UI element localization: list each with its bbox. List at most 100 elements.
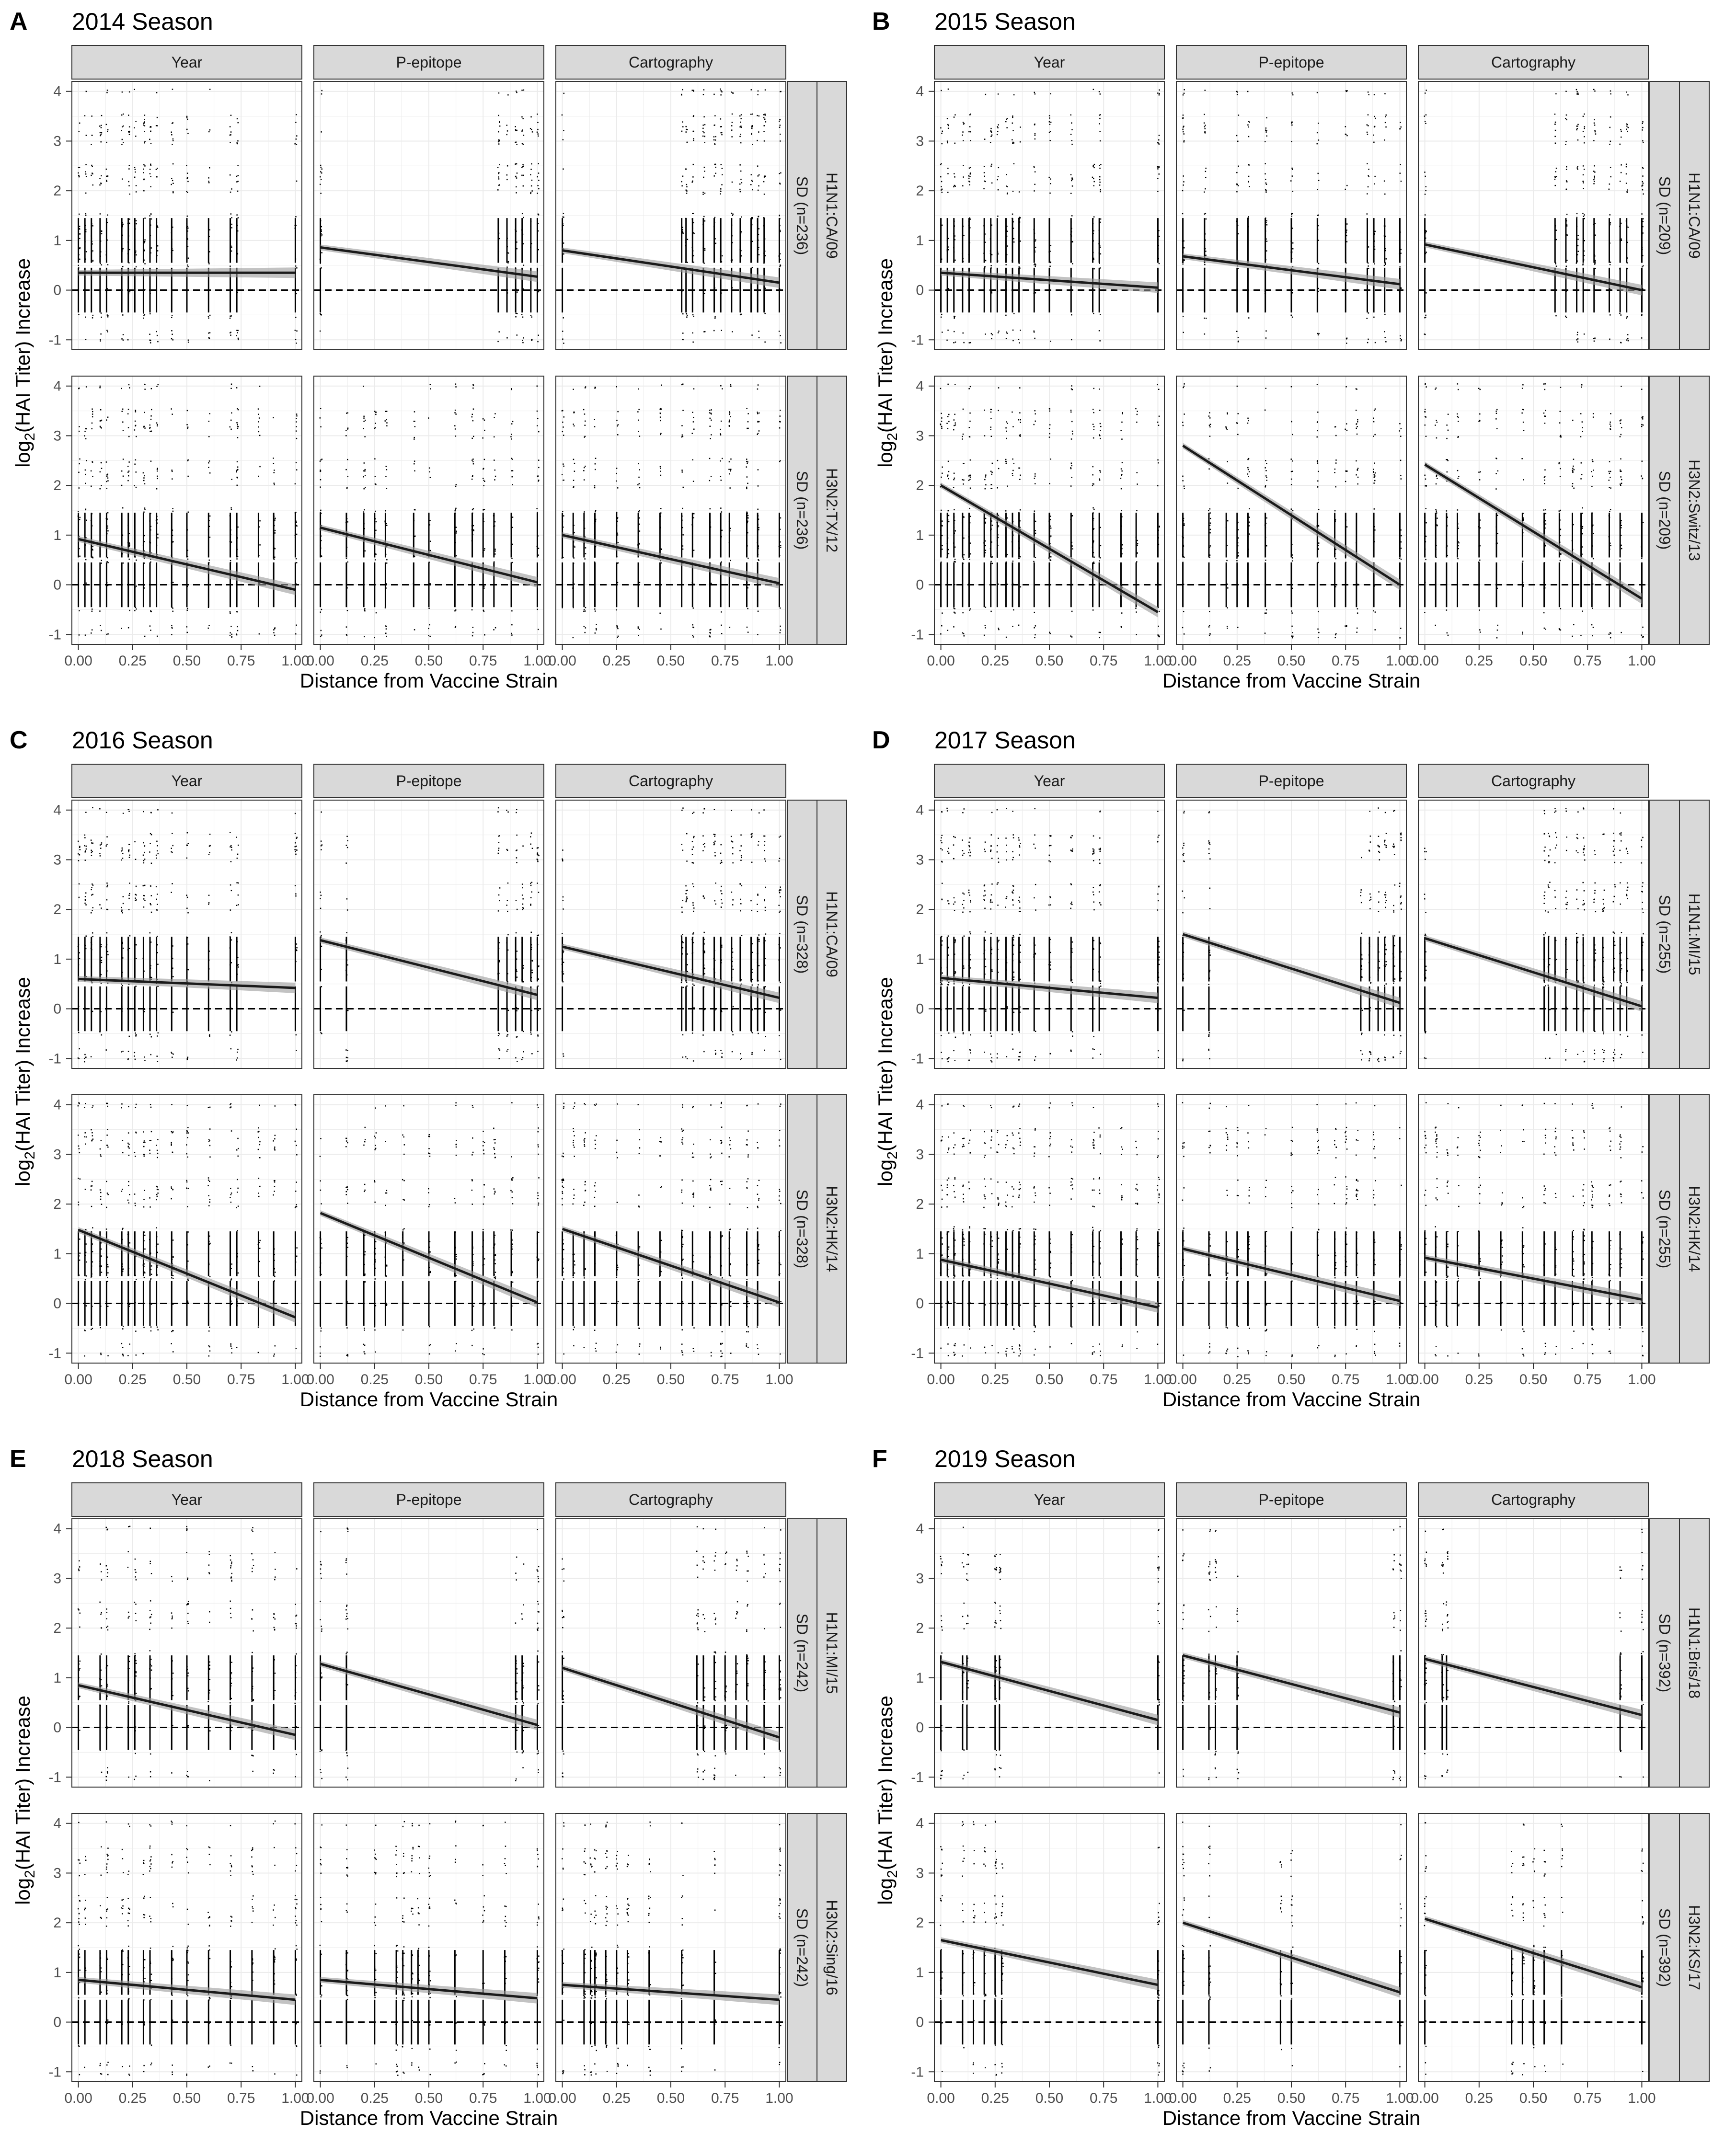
data-point bbox=[273, 417, 274, 419]
data-point bbox=[780, 410, 781, 411]
data-point bbox=[512, 421, 514, 423]
data-point bbox=[1157, 166, 1158, 168]
data-point bbox=[143, 315, 145, 316]
data-point bbox=[1070, 438, 1072, 440]
data-point bbox=[207, 627, 209, 629]
data-point bbox=[149, 138, 150, 140]
data-point bbox=[1205, 167, 1207, 169]
data-point bbox=[1205, 318, 1207, 319]
data-point bbox=[1248, 216, 1249, 218]
data-point bbox=[1035, 413, 1036, 415]
data-point bbox=[1346, 235, 1347, 237]
data-point bbox=[187, 608, 188, 609]
data-point bbox=[522, 340, 523, 341]
data-point bbox=[758, 518, 759, 520]
data-point bbox=[171, 134, 172, 136]
data-point bbox=[364, 436, 366, 437]
data-point bbox=[1291, 122, 1292, 124]
data-point bbox=[414, 460, 415, 462]
data-point bbox=[1593, 340, 1595, 342]
data-point bbox=[1496, 428, 1498, 429]
data-point bbox=[1577, 126, 1578, 127]
data-point bbox=[1208, 625, 1210, 626]
data-point bbox=[516, 129, 518, 131]
data-point bbox=[1291, 141, 1292, 142]
data-point bbox=[985, 552, 986, 553]
data-point bbox=[946, 118, 948, 119]
data-point bbox=[1621, 525, 1622, 526]
data-point bbox=[1035, 521, 1036, 522]
data-point bbox=[1183, 126, 1184, 128]
data-point bbox=[692, 163, 694, 165]
data-point bbox=[969, 181, 970, 183]
plot-border bbox=[555, 81, 786, 350]
data-point bbox=[702, 94, 704, 95]
data-point bbox=[1099, 93, 1101, 95]
data-point bbox=[1050, 528, 1052, 529]
data-point bbox=[1018, 419, 1020, 421]
data-point bbox=[209, 537, 211, 538]
data-point bbox=[320, 176, 321, 178]
data-point bbox=[1368, 175, 1369, 176]
data-point bbox=[779, 632, 781, 633]
data-point bbox=[537, 176, 538, 178]
data-point bbox=[721, 561, 722, 563]
data-point bbox=[946, 140, 948, 142]
data-point bbox=[739, 188, 741, 190]
data-point bbox=[1018, 266, 1020, 268]
data-point bbox=[273, 482, 275, 484]
data-point bbox=[729, 473, 730, 475]
data-point bbox=[720, 126, 722, 127]
data-point bbox=[638, 463, 639, 465]
data-point bbox=[637, 411, 639, 413]
data-point bbox=[92, 260, 94, 261]
data-point bbox=[1368, 312, 1369, 314]
data-point bbox=[1158, 625, 1159, 627]
data-point bbox=[1092, 257, 1094, 259]
data-point bbox=[561, 557, 563, 559]
data-point bbox=[1020, 419, 1021, 421]
data-point bbox=[1373, 141, 1375, 143]
data-point bbox=[1642, 181, 1643, 183]
data-point bbox=[186, 191, 187, 193]
data-point bbox=[1457, 415, 1459, 417]
data-point bbox=[1018, 263, 1020, 264]
data-point bbox=[722, 255, 723, 257]
data-point bbox=[99, 184, 101, 186]
data-point bbox=[990, 418, 992, 419]
data-point bbox=[947, 515, 949, 516]
data-point bbox=[523, 165, 524, 167]
data-point bbox=[156, 92, 158, 93]
y-tick-label: 0 bbox=[916, 283, 924, 298]
data-point bbox=[134, 127, 135, 128]
data-point bbox=[121, 138, 123, 140]
data-point bbox=[991, 334, 993, 335]
data-point bbox=[515, 126, 516, 127]
data-point bbox=[1356, 460, 1357, 462]
data-point bbox=[947, 238, 949, 240]
data-point bbox=[682, 534, 684, 536]
data-point bbox=[385, 583, 387, 585]
data-point bbox=[1317, 628, 1319, 630]
data-point bbox=[714, 163, 716, 165]
data-point bbox=[1345, 557, 1346, 559]
data-point bbox=[692, 626, 694, 628]
data-point bbox=[538, 334, 539, 336]
data-point bbox=[948, 421, 950, 423]
data-point bbox=[1226, 545, 1228, 546]
data-point bbox=[1495, 418, 1497, 420]
data-point bbox=[991, 488, 993, 489]
data-point bbox=[991, 338, 992, 340]
data-point bbox=[1620, 470, 1621, 472]
data-point bbox=[363, 385, 364, 387]
data-point bbox=[1099, 560, 1100, 562]
data-point bbox=[1049, 408, 1050, 410]
data-point bbox=[780, 140, 781, 142]
data-point bbox=[1318, 549, 1319, 550]
data-point bbox=[1479, 609, 1480, 611]
data-point bbox=[472, 420, 474, 422]
data-point bbox=[1523, 409, 1524, 411]
data-point bbox=[511, 624, 513, 626]
x-tick-label: 1.00 bbox=[1386, 653, 1414, 669]
data-point bbox=[1594, 90, 1596, 92]
